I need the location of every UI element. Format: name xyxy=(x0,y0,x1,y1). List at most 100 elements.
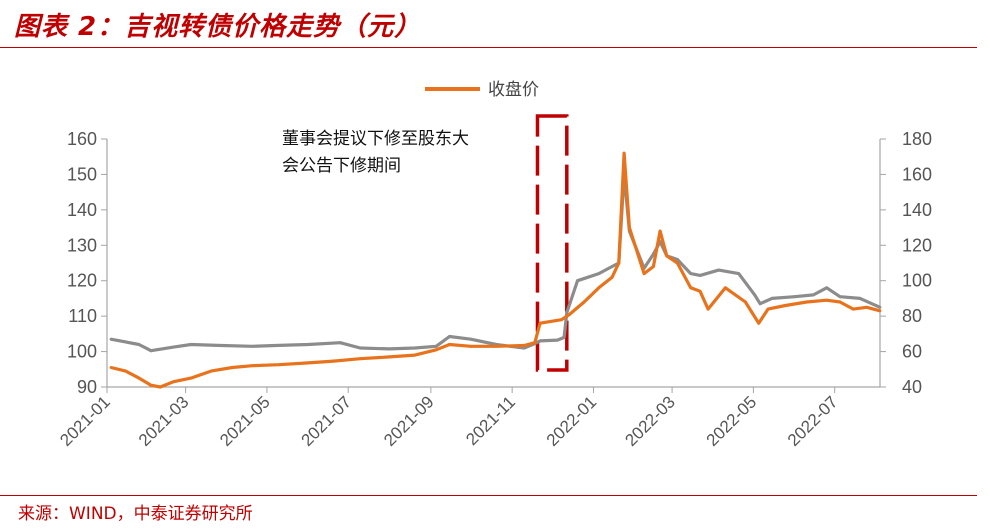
close-point xyxy=(189,376,193,380)
x-tick-label: 2021-05 xyxy=(216,392,274,450)
chart-title: 图表 2：吉视转债价格走势（元） xyxy=(14,12,422,42)
stock-point xyxy=(522,346,526,350)
x-tick-label: 2021-09 xyxy=(380,392,438,450)
right-tick-label: 100 xyxy=(902,271,932,291)
left-tick-label: 90 xyxy=(77,377,97,397)
stock-point xyxy=(770,297,774,300)
stock-point xyxy=(878,305,882,309)
stock-point xyxy=(448,335,451,338)
annotation-layer xyxy=(535,114,569,372)
close-point xyxy=(838,300,842,304)
x-tick-label: 2021-11 xyxy=(462,392,519,449)
stock-point xyxy=(434,344,438,348)
close-point xyxy=(494,344,498,348)
right-tick-label: 140 xyxy=(902,200,932,220)
x-tick-label: 2021-07 xyxy=(298,392,356,450)
close-point xyxy=(448,343,451,346)
stock-point xyxy=(576,279,579,283)
stock-point xyxy=(597,272,601,275)
close-point xyxy=(825,298,829,302)
left-tick-label: 100 xyxy=(67,342,97,362)
close-point xyxy=(676,261,679,265)
annotation-line-2: 会公告下修期间 xyxy=(282,156,401,176)
stock-point xyxy=(753,293,757,297)
stock-point xyxy=(189,343,193,346)
stock-point xyxy=(676,258,679,261)
source-note: 来源：WIND，中泰证券研究所 xyxy=(18,504,253,524)
close-point xyxy=(109,366,113,369)
stock-point xyxy=(737,272,741,275)
legend-label-close: 收盘价 xyxy=(488,80,539,100)
close-point xyxy=(358,357,362,361)
right-tick-label: 40 xyxy=(902,377,922,397)
annotation-box xyxy=(535,114,569,372)
close-point xyxy=(784,304,787,307)
stock-point xyxy=(149,349,153,353)
stock-point xyxy=(413,346,417,350)
close-point xyxy=(332,359,335,363)
left-tick-label: 120 xyxy=(67,271,97,291)
footer-divider xyxy=(0,495,977,496)
stock-point xyxy=(838,295,842,299)
stock-point xyxy=(388,347,391,351)
close-point xyxy=(622,151,626,155)
stock-point xyxy=(556,338,559,342)
close-point xyxy=(388,355,391,359)
x-tick-label: 2022-05 xyxy=(703,392,761,450)
x-tick-label: 2022-03 xyxy=(621,392,679,450)
close-point xyxy=(230,366,234,369)
close-point xyxy=(149,383,153,387)
close-point xyxy=(628,226,631,230)
close-point xyxy=(137,376,141,380)
stock-point xyxy=(825,286,829,290)
close-point xyxy=(560,318,563,322)
right-tick-label: 80 xyxy=(902,306,922,326)
stock-point xyxy=(565,311,569,314)
right-tick-label: 120 xyxy=(902,235,932,255)
close-point xyxy=(413,353,417,357)
stock-point xyxy=(858,297,862,300)
series-line-stock xyxy=(110,172,881,353)
stock-point xyxy=(538,339,542,343)
close-point xyxy=(706,307,710,311)
x-tick-label: 2021-01 xyxy=(56,392,114,450)
stock-point xyxy=(338,341,342,345)
close-point xyxy=(172,380,176,384)
close-point xyxy=(124,369,128,373)
stock-point xyxy=(469,337,473,341)
left-tick-label: 160 xyxy=(67,129,97,149)
annotation-text: 董事会提议下修至股东大 会公告下修期间 xyxy=(282,129,469,176)
close-point xyxy=(878,309,882,313)
close-point xyxy=(766,307,770,311)
stock-point xyxy=(812,293,815,297)
stock-point xyxy=(689,272,693,275)
stock-point xyxy=(562,336,566,339)
stock-point xyxy=(250,344,254,348)
stock-point xyxy=(172,345,176,349)
left-tick-label: 150 xyxy=(67,164,97,184)
close-point xyxy=(665,254,669,258)
close-point xyxy=(744,300,747,304)
close-point xyxy=(757,321,761,325)
title-divider xyxy=(0,47,977,48)
close-point xyxy=(597,286,601,290)
series-line-close xyxy=(110,151,881,389)
right-tick-label: 180 xyxy=(902,129,932,149)
series-layer xyxy=(109,151,882,389)
close-point xyxy=(689,286,693,290)
close-point xyxy=(617,261,621,265)
stock-point xyxy=(717,268,721,272)
stock-point xyxy=(793,295,797,299)
stock-point xyxy=(698,274,702,277)
legend: 收盘价 xyxy=(425,80,539,100)
close-point xyxy=(469,344,473,348)
close-point xyxy=(250,364,254,368)
close-point xyxy=(642,272,646,275)
right-tick-label: 60 xyxy=(902,342,922,362)
x-tick-label: 2021-03 xyxy=(135,392,193,450)
stock-point xyxy=(586,275,590,279)
close-point xyxy=(277,363,281,367)
left-tick-label: 130 xyxy=(67,235,97,255)
right-tick-label: 160 xyxy=(902,164,932,184)
